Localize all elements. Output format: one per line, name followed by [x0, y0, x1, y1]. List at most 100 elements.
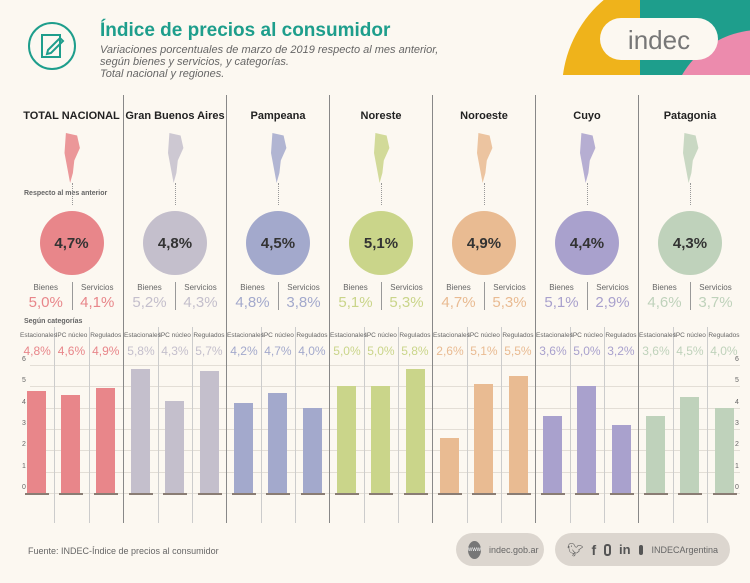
- bar-ipc-nucleo: [165, 401, 185, 493]
- bar-baseline: [335, 493, 359, 495]
- category-value: 4,0%: [298, 344, 326, 358]
- bar-baseline: [644, 493, 668, 495]
- category-value: 4,7%: [264, 344, 292, 358]
- category-value: 5,8%: [401, 344, 429, 358]
- general-value-circle: 4,8%: [143, 211, 207, 275]
- y-tick-label: 6: [735, 356, 739, 363]
- category-divider: [672, 327, 674, 523]
- bar-ipc-nucleo: [474, 384, 494, 493]
- social-links[interactable]: 🐦︎ f in INDECArgentina: [555, 533, 730, 566]
- bar-baseline: [59, 493, 84, 495]
- website-text: indec.gob.ar: [489, 544, 539, 555]
- general-value-circle: 4,4%: [555, 211, 619, 275]
- divider: [690, 282, 691, 310]
- category-value: 4,3%: [161, 344, 189, 358]
- category-value: 4,5%: [676, 344, 704, 358]
- map-connector: [278, 183, 279, 205]
- youtube-icon[interactable]: [638, 544, 644, 555]
- category-value: 2,6%: [436, 344, 464, 358]
- bienes-value: 5,1%: [338, 294, 373, 311]
- bar-regulados: [95, 388, 115, 493]
- category-value: 5,0%: [573, 344, 601, 358]
- category-value: 5,7%: [195, 344, 223, 358]
- region-column: Patagonia 4,3% Bienes Servicios 4,6% 3,7% Esta…: [638, 95, 741, 523]
- category-label: IPC núcleo: [674, 332, 706, 339]
- social-handle: INDECArgentina: [651, 544, 718, 555]
- category-label: Estacionales: [639, 332, 676, 339]
- region-column: Cuyo 4,4% Bienes Servicios 5,1% 2,9% Estaciona…: [535, 95, 638, 523]
- y-tick-label: 3: [22, 420, 26, 427]
- instagram-icon[interactable]: [604, 543, 611, 556]
- category-divider: [363, 327, 365, 523]
- category-value: 5,1%: [470, 344, 498, 358]
- bar-baseline: [129, 493, 153, 495]
- servicios-label: Servicios: [493, 283, 526, 292]
- bar-baseline: [25, 493, 49, 495]
- bienes-value: 4,8%: [235, 294, 270, 311]
- bienes-label: Bienes: [446, 283, 471, 292]
- bienes-label: Bienes: [137, 283, 162, 292]
- region-name: Noroeste: [460, 110, 508, 122]
- y-tick-label: 2: [735, 441, 739, 449]
- y-tick-label: 4: [22, 398, 26, 406]
- twitter-icon[interactable]: 🐦︎: [567, 541, 584, 557]
- category-divider: [569, 327, 571, 523]
- divider: [587, 282, 588, 310]
- y-tick-label: 5: [735, 377, 739, 385]
- bar-regulados: [611, 424, 631, 493]
- website-link[interactable]: www indec.gob.ar: [456, 533, 544, 566]
- servicios-value: 5,3%: [492, 294, 527, 311]
- servicios-value: 4,3%: [183, 294, 218, 311]
- category-label: Estacionales: [536, 332, 573, 339]
- bar-estacionales: [646, 416, 665, 493]
- svg-text:indec: indec: [628, 25, 690, 55]
- category-label: Regulados: [605, 332, 637, 339]
- y-tick-label: 5: [22, 377, 26, 385]
- respecto-label: Respecto al mes anterior: [24, 190, 108, 197]
- divider: [71, 282, 73, 310]
- facebook-icon[interactable]: f: [591, 541, 597, 558]
- bienes-value: 4,7%: [441, 294, 476, 311]
- bar-baseline: [197, 493, 222, 495]
- linkedin-icon[interactable]: in: [619, 542, 631, 557]
- servicios-value: 2,9%: [595, 294, 630, 311]
- category-value: 4,9%: [92, 344, 120, 358]
- bar-regulados: [714, 407, 734, 493]
- category-divider: [706, 327, 708, 523]
- region-name: Noreste: [360, 110, 402, 122]
- y-tick-label: 1: [735, 462, 739, 470]
- y-tick-label: 4: [735, 398, 739, 406]
- region-name: Gran Buenos Aires: [125, 110, 225, 122]
- category-divider: [191, 327, 193, 523]
- y-tick-label: 0: [735, 484, 739, 491]
- map-connector: [690, 183, 691, 205]
- category-label: Regulados: [193, 332, 225, 339]
- category-divider: [260, 327, 262, 523]
- notepad-pencil-icon: [28, 22, 76, 70]
- bienes-label: Bienes: [240, 283, 265, 292]
- servicios-label: Servicios: [596, 283, 629, 292]
- segun-label: Según categorías: [24, 318, 83, 325]
- subtitle-line: según bienes y servicios, y categorías.: [100, 56, 289, 68]
- region-name: Patagonia: [663, 110, 717, 122]
- bar-estacionales: [337, 386, 356, 493]
- category-label: Regulados: [399, 332, 431, 339]
- region-map-icon: [271, 133, 287, 183]
- map-connector: [381, 183, 382, 205]
- servicios-value: 5,3%: [389, 294, 424, 311]
- region-name: Pampeana: [250, 110, 306, 122]
- bienes-value: 5,0%: [28, 294, 63, 311]
- region-column: Pampeana 4,5% Bienes Servicios 4,8% 3,8% Estac…: [226, 95, 329, 523]
- category-divider: [466, 327, 468, 523]
- general-value-circle: 4,3%: [658, 211, 722, 275]
- bar-baseline: [369, 493, 394, 495]
- general-value-circle: 4,7%: [39, 211, 104, 275]
- bar-baseline: [472, 493, 497, 495]
- bar-regulados: [405, 369, 425, 493]
- category-label: Estacionales: [124, 332, 161, 339]
- bar-baseline: [163, 493, 188, 495]
- bar-baseline: [678, 493, 703, 495]
- category-value: 5,0%: [367, 344, 395, 358]
- bar-ipc-nucleo: [61, 394, 81, 493]
- divider: [381, 282, 382, 310]
